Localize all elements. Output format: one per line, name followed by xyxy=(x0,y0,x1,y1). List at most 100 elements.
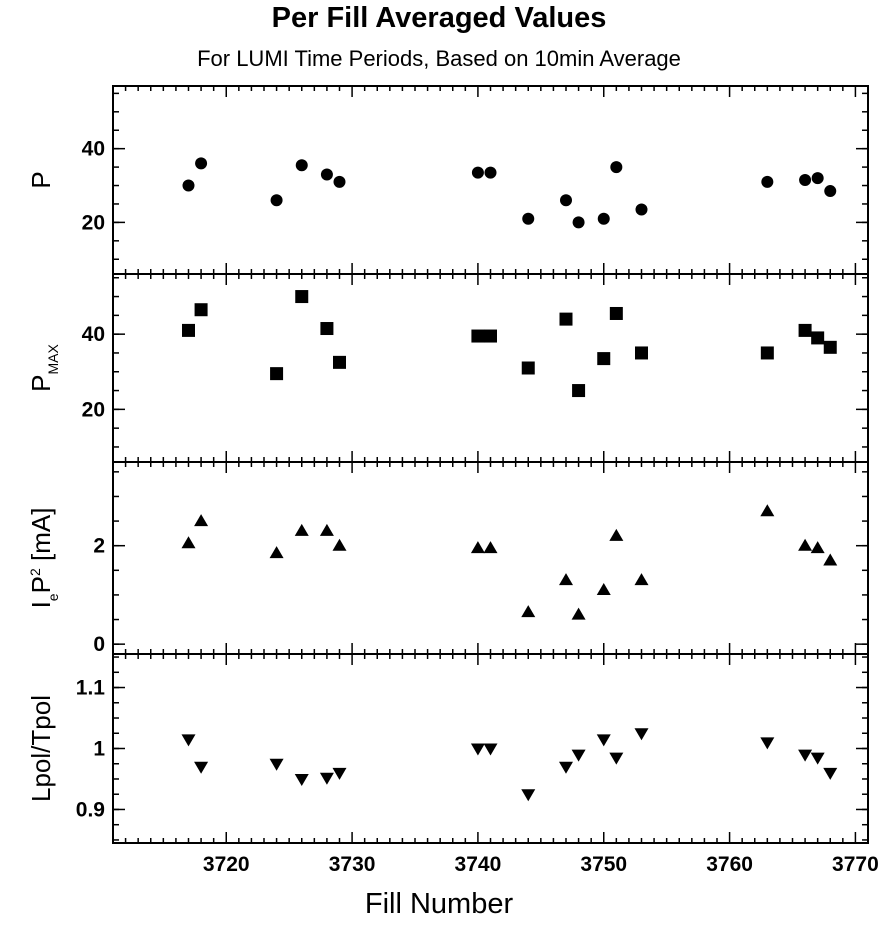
x-tick-label: 3760 xyxy=(706,853,753,876)
x-tick-label: 3740 xyxy=(455,853,502,876)
data-point xyxy=(571,607,586,620)
y-axis-label: PMAX xyxy=(26,344,61,392)
x-tick-label: 3720 xyxy=(203,853,250,876)
data-point xyxy=(810,752,825,765)
panel-lpol: 0.9 1 1.1 xyxy=(76,656,868,841)
data-point xyxy=(560,194,572,207)
data-point xyxy=(811,331,825,345)
data-point xyxy=(521,605,536,618)
data-point xyxy=(609,528,624,541)
data-point xyxy=(181,536,196,549)
data-point xyxy=(559,573,573,586)
data-point xyxy=(823,340,837,354)
x-tick-label: 3770 xyxy=(832,853,878,876)
data-point xyxy=(470,743,485,756)
y-tick-label: 20 xyxy=(82,398,105,421)
x-axis-label: Fill Number xyxy=(364,888,514,920)
data-point xyxy=(559,761,573,774)
data-point xyxy=(760,346,774,360)
data-point xyxy=(634,728,649,741)
y-axis-label-part: P xyxy=(26,171,56,188)
y-axis-label: IeP2 [mA] xyxy=(26,508,61,609)
y-tick-label: 0 xyxy=(93,633,105,656)
data-point xyxy=(609,752,624,765)
y-axis-label-part: Lpol/Tpol xyxy=(26,695,56,802)
data-point xyxy=(332,538,347,551)
data-point xyxy=(798,538,813,551)
data-point xyxy=(811,172,824,185)
chart-subtitle: For LUMI Time Periods, Based on 10min Av… xyxy=(197,46,681,71)
data-point xyxy=(798,323,812,337)
y-tick-label: 1.1 xyxy=(76,677,106,700)
data-point xyxy=(799,174,812,186)
data-point xyxy=(483,743,498,756)
data-point xyxy=(521,361,535,375)
data-point xyxy=(319,772,334,785)
y-axis-label-part: [mA] xyxy=(26,508,56,569)
data-point xyxy=(635,346,648,360)
y-axis-label-part: 2 xyxy=(27,568,43,576)
data-point xyxy=(270,194,283,207)
y-axis-label-part: P xyxy=(26,375,56,392)
y-tick-label: 20 xyxy=(82,211,105,234)
data-point xyxy=(470,541,485,554)
data-point xyxy=(484,329,497,343)
data-point xyxy=(195,157,208,170)
data-point xyxy=(295,159,308,172)
y-tick-label: 0.9 xyxy=(76,798,105,821)
data-point xyxy=(635,203,648,216)
data-point xyxy=(559,312,573,326)
y-tick-label: 1 xyxy=(93,738,105,761)
y-axis-label-part: e xyxy=(45,593,61,601)
data-point xyxy=(182,323,195,337)
data-point xyxy=(269,758,284,771)
data-point xyxy=(333,175,346,188)
data-point xyxy=(597,352,611,366)
data-point xyxy=(269,546,284,559)
data-point xyxy=(597,212,610,225)
y-axis-label: Lpol/Tpol xyxy=(26,695,56,802)
data-point xyxy=(320,322,334,336)
data-point xyxy=(332,767,347,780)
y-axis-label-part: MAX xyxy=(45,344,61,375)
data-point xyxy=(270,367,284,381)
data-point xyxy=(294,523,309,536)
data-point xyxy=(522,212,535,225)
x-tick-label: 3730 xyxy=(329,853,376,876)
x-tick-label: 3750 xyxy=(580,853,627,876)
data-point xyxy=(798,749,813,762)
data-point xyxy=(483,541,498,554)
data-point xyxy=(182,179,195,192)
data-point xyxy=(194,303,208,317)
chart-title: Per Fill Averaged Values xyxy=(271,2,607,34)
data-point xyxy=(609,306,623,320)
data-point xyxy=(610,161,623,174)
data-point xyxy=(471,166,484,179)
data-point xyxy=(571,749,586,762)
data-point xyxy=(760,504,775,517)
data-point xyxy=(294,773,309,786)
data-point xyxy=(760,737,775,750)
data-point xyxy=(596,734,611,747)
data-point xyxy=(194,761,209,774)
y-tick-label: 40 xyxy=(82,323,105,346)
data-point xyxy=(810,541,825,554)
data-point xyxy=(823,553,838,566)
y-axis-label-part: P xyxy=(26,576,56,593)
data-point xyxy=(295,290,309,304)
data-point xyxy=(761,175,774,188)
data-point xyxy=(596,583,611,595)
data-point xyxy=(320,168,333,181)
data-point xyxy=(471,329,485,343)
y-tick-label: 2 xyxy=(93,535,105,558)
data-point xyxy=(823,767,838,780)
panel-ip2: 02 xyxy=(93,471,868,656)
x-axis: 3720 3730 3740 3750 3760 3770 xyxy=(112,86,878,876)
data-point xyxy=(194,514,209,527)
y-axis-label: P xyxy=(26,171,56,188)
data-point xyxy=(484,166,497,179)
data-point xyxy=(319,523,334,536)
